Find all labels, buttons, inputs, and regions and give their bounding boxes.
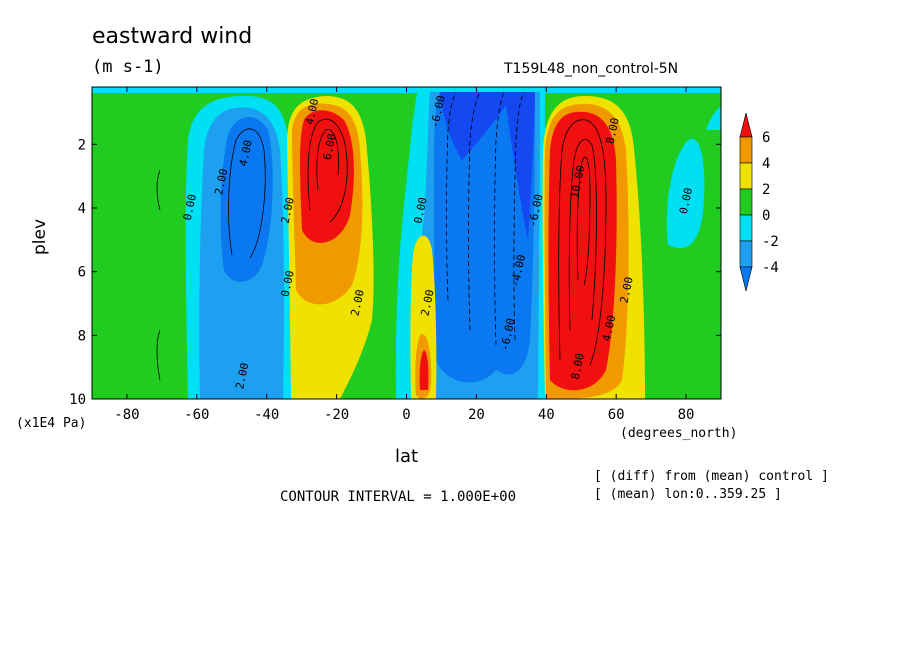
contour-label: 4.00: [303, 97, 321, 126]
contour-label: 2.00: [233, 362, 251, 391]
y-axis-unit: (x1E4 Pa): [16, 416, 87, 431]
contour-label: 0.00: [677, 187, 695, 216]
colorbar-swatch: [739, 240, 753, 268]
x-axis-unit: (degrees_north): [620, 426, 738, 441]
south-jet-core: [300, 110, 354, 243]
contour-label: 2.00: [212, 167, 230, 196]
contour-label: 4.00: [237, 139, 255, 168]
y-tick-label: 8: [78, 328, 86, 344]
contour-label: 0.00: [411, 196, 429, 225]
colorbar: 6 4 2 0 -2 -4: [739, 112, 779, 292]
x-tick-label: -60: [184, 407, 209, 423]
contour-label: 8.00: [569, 352, 587, 381]
contour-line: [156, 329, 161, 381]
contour-label: 6.00: [321, 132, 339, 161]
filled-contours: [92, 87, 721, 399]
contour-label: 0.00: [181, 193, 199, 222]
contour-label: 2.00: [618, 276, 636, 305]
colorbar-label: -4: [762, 260, 779, 276]
contour-label: 2.00: [279, 196, 297, 225]
x-tick-label: -80: [114, 407, 139, 423]
x-tick-label: 0: [402, 407, 410, 423]
x-tick-label: -40: [254, 407, 279, 423]
mean-note: [ (mean) lon:0..359.25 ]: [594, 487, 782, 502]
edge-negative: [706, 106, 721, 130]
contour-label: 8.00: [604, 117, 622, 146]
contour-line: [156, 169, 161, 211]
colorbar-label: 6: [762, 130, 770, 146]
run-label: T159L48_non_control-5N: [504, 61, 679, 77]
contour-line: [228, 128, 266, 259]
contour-line: [576, 156, 591, 286]
y-tick-label: 10: [69, 392, 86, 408]
x-tick-label: 60: [608, 407, 625, 423]
contour-label: 2.00: [418, 288, 436, 317]
axis-ticks: -80 -60 -40 -20 0 20 40 60 80 2 4 6 8 10: [69, 87, 721, 423]
contour-line: [307, 118, 348, 223]
contour-line: [513, 91, 525, 341]
tropical-core-negative: [434, 92, 535, 383]
contour-line: [568, 139, 597, 331]
colorbar-swatch: [739, 136, 753, 164]
south-core-negative: [220, 117, 273, 282]
y-tick-label: 2: [78, 137, 86, 153]
contour-label: 4.00: [600, 314, 618, 343]
y-tick-label: 4: [78, 201, 86, 217]
colorbar-lower-extend: [739, 266, 753, 292]
contour-line: [468, 91, 481, 331]
contour-label: 0.00: [279, 269, 297, 298]
y-tick-label: 6: [78, 265, 86, 281]
colorbar-swatch: [739, 214, 753, 242]
chart-title: eastward wind: [92, 24, 253, 49]
colorbar-upper-extend: [739, 112, 753, 138]
north-polar-negative: [666, 138, 705, 248]
colorbar-swatch: [739, 188, 753, 216]
contour-line: [446, 91, 457, 301]
colorbar-label: -2: [762, 234, 779, 250]
x-tick-label: -20: [324, 407, 349, 423]
colorbar-label: 0: [762, 208, 770, 224]
tropical-deepest-negative: [440, 92, 535, 240]
colorbar-label: 2: [762, 182, 770, 198]
contour-label: 2.00: [349, 288, 367, 317]
equator-core: [419, 350, 429, 390]
colorbar-swatch: [739, 162, 753, 190]
x-axis-label: lat: [395, 446, 419, 467]
diff-note: [ (diff) from (mean) control ]: [594, 469, 829, 484]
colorbar-label: 4: [762, 156, 770, 172]
x-tick-label: 80: [678, 407, 695, 423]
x-tick-label: 20: [468, 407, 485, 423]
contour-interval: CONTOUR INTERVAL = 1.000E+00: [280, 489, 517, 505]
contour-line: [316, 129, 339, 191]
x-tick-label: 40: [538, 407, 555, 423]
contour-line: [558, 119, 607, 366]
chart-units: (m s-1): [92, 57, 164, 77]
